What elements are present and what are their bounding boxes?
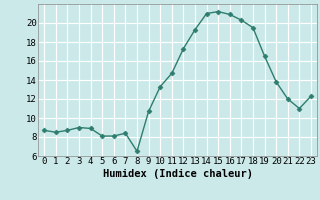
X-axis label: Humidex (Indice chaleur): Humidex (Indice chaleur) (103, 169, 252, 179)
